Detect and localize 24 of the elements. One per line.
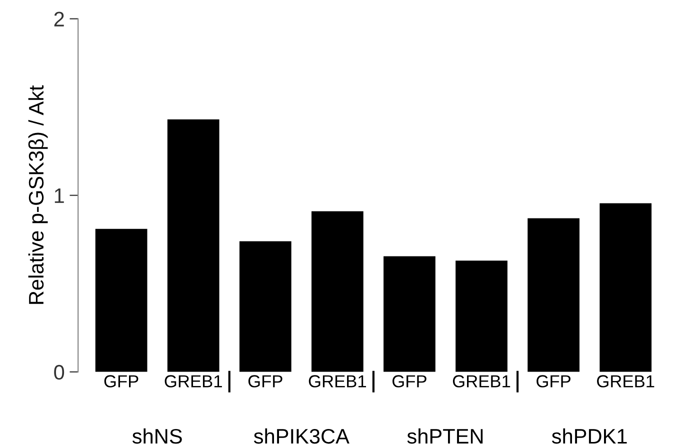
text: shPTEN: [407, 428, 483, 444]
text: shNS: [132, 428, 182, 444]
y-axis-title: Relative p-GSK3β) / Akt: [28, 85, 48, 304]
bar: [311, 211, 364, 372]
x-tick-label: GREB1: [452, 375, 510, 388]
bar: [384, 256, 436, 372]
bar: [95, 228, 148, 372]
bar: [456, 260, 508, 372]
x-tick-label: GREB1: [164, 375, 222, 388]
x-tick-label: GFP: [536, 375, 570, 388]
x-tick-label: GFP: [104, 375, 138, 388]
bar: [600, 203, 652, 372]
x-tick-label: GREB1: [308, 375, 366, 388]
x-tick-label: GFP: [392, 375, 426, 388]
text: shPDK1: [552, 428, 627, 444]
bar: [239, 241, 292, 372]
text: shPIK3CA: [254, 428, 350, 444]
x-tick-label: GREB1: [597, 375, 654, 388]
y-tick-label: 2: [54, 12, 64, 26]
bar: [528, 218, 580, 372]
y-tick-label: 0: [54, 364, 64, 380]
bar: [167, 119, 220, 372]
y-tick-label: 1: [54, 188, 64, 203]
x-tick-label: GFP: [248, 375, 282, 388]
